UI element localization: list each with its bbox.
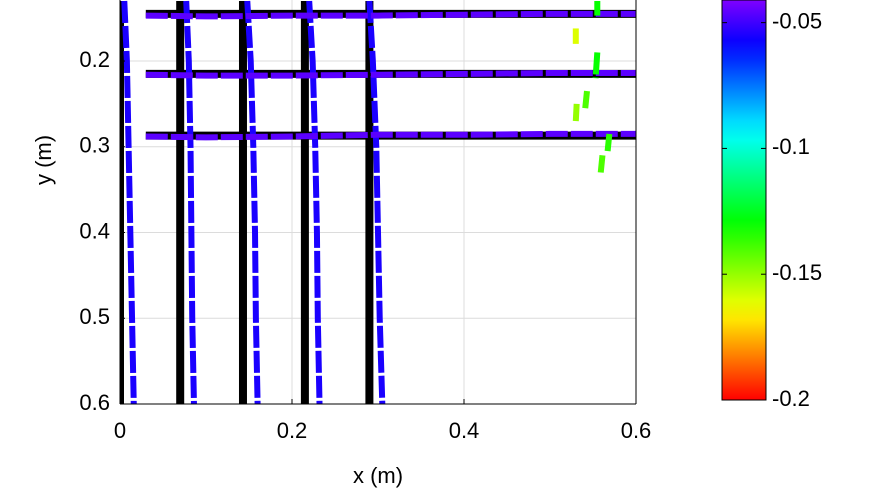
deformed-line <box>592 52 601 79</box>
y-tick-label: 0.6 <box>79 390 110 415</box>
plot-area <box>120 0 636 404</box>
colorbar-tick-label: -0.05 <box>772 8 822 33</box>
colorbar-tick-label: -0.15 <box>772 260 822 285</box>
x-axis-label: x (m) <box>353 463 403 488</box>
deformed-line <box>145 130 636 141</box>
x-tick-label: 0.4 <box>449 418 480 443</box>
deformed-line <box>604 133 613 152</box>
colorbar <box>721 0 767 401</box>
deformed-line <box>244 0 261 404</box>
deformed-line <box>145 70 636 79</box>
y-tick-label: 0.3 <box>79 133 110 158</box>
deformed-line <box>366 0 386 404</box>
deformed-line <box>183 0 197 404</box>
colorbar-tick-label: -0.2 <box>772 386 810 411</box>
x-tick-label: 0.6 <box>621 418 652 443</box>
deformed-line <box>582 90 590 109</box>
deformed-line <box>572 103 580 122</box>
y-tick-label: 0.4 <box>79 218 110 243</box>
deformed-line <box>306 0 323 404</box>
x-tick-label: 0.2 <box>277 418 308 443</box>
deformed-line <box>597 155 606 173</box>
y-tick-label: 0.5 <box>79 304 110 329</box>
deformed-line <box>121 0 137 404</box>
y-tick-label: 0.2 <box>79 47 110 72</box>
y-axis-label: y (m) <box>31 135 56 185</box>
deformed-line <box>145 10 636 20</box>
colorbar-tick-label: -0.1 <box>772 134 810 159</box>
x-tick-label: 0 <box>114 418 126 443</box>
